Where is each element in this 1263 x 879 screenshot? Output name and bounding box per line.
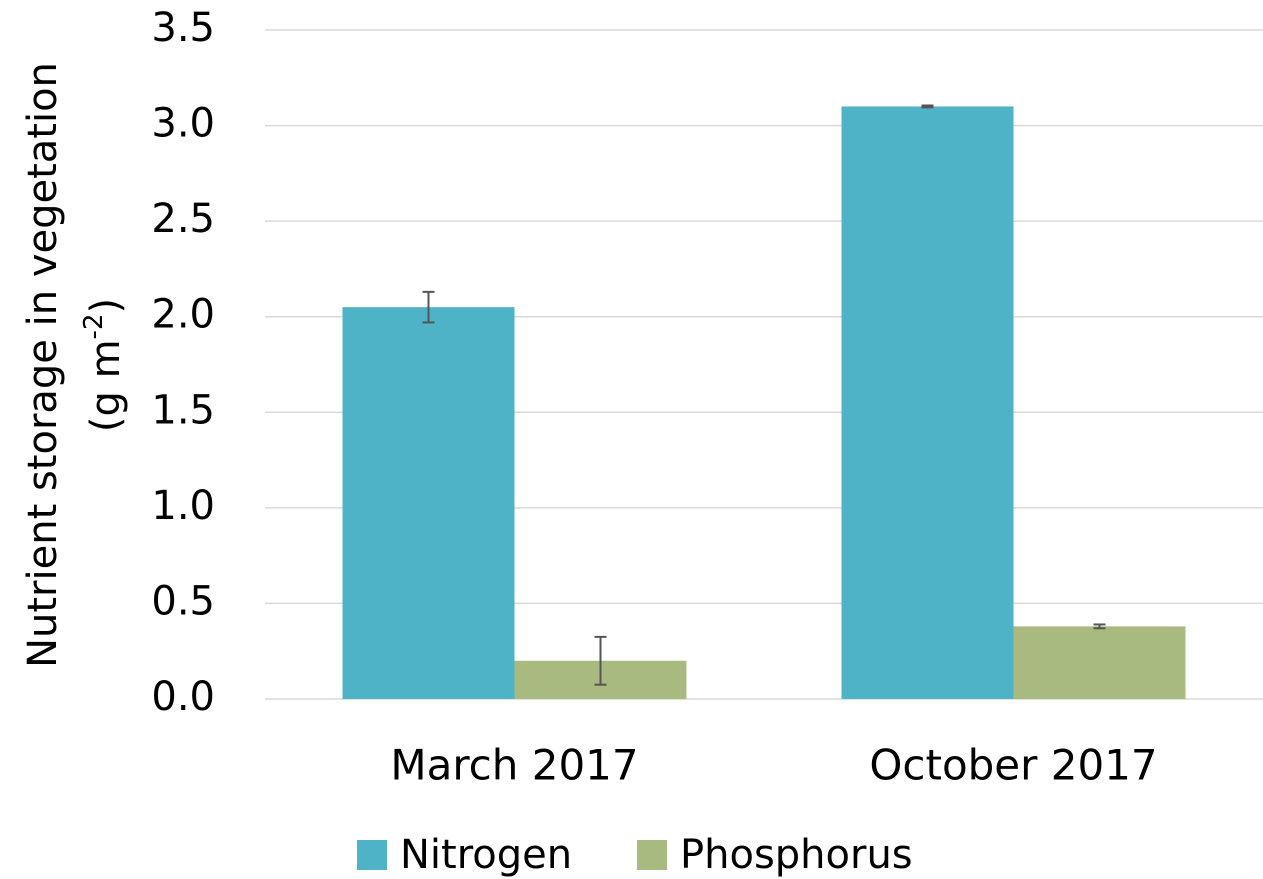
y-axis-label-line: Nutrient storage in vegetation	[20, 62, 66, 668]
y-tick-label: 1.0	[151, 483, 215, 529]
y-axis-unit-text: (g m-2)	[79, 298, 130, 432]
y-tick-label: 0.5	[151, 578, 215, 624]
unit-superscript: -2	[79, 313, 109, 339]
legend-label: Phosphorus	[680, 832, 913, 878]
error-bar	[422, 290, 435, 324]
y-tick-label: 1.5	[151, 387, 215, 433]
error-bar	[921, 104, 934, 109]
x-tick-label: March 2017	[390, 741, 638, 790]
error-bar	[1093, 623, 1106, 630]
y-tick-label: 2.0	[151, 292, 215, 338]
bar	[342, 307, 515, 699]
y-tick-label: 2.5	[151, 196, 215, 242]
bar	[1013, 626, 1186, 699]
unit-end: )	[83, 298, 129, 314]
x-tick-label: October 2017	[869, 741, 1157, 790]
legend-label: Nitrogen	[400, 832, 572, 878]
y-tick-label: 3.0	[151, 101, 215, 147]
error-bar	[594, 635, 607, 686]
legend-swatch	[357, 840, 387, 870]
y-tick-label: 3.5	[151, 5, 215, 51]
y-axis-label: Nutrient storage in vegetation	[20, 62, 66, 668]
legend-swatch	[637, 840, 667, 870]
y-tick-label: 0.0	[151, 674, 215, 720]
bar	[841, 106, 1014, 699]
unit-start: (g m	[83, 339, 129, 432]
y-axis-unit: (g m-2)	[79, 298, 130, 432]
